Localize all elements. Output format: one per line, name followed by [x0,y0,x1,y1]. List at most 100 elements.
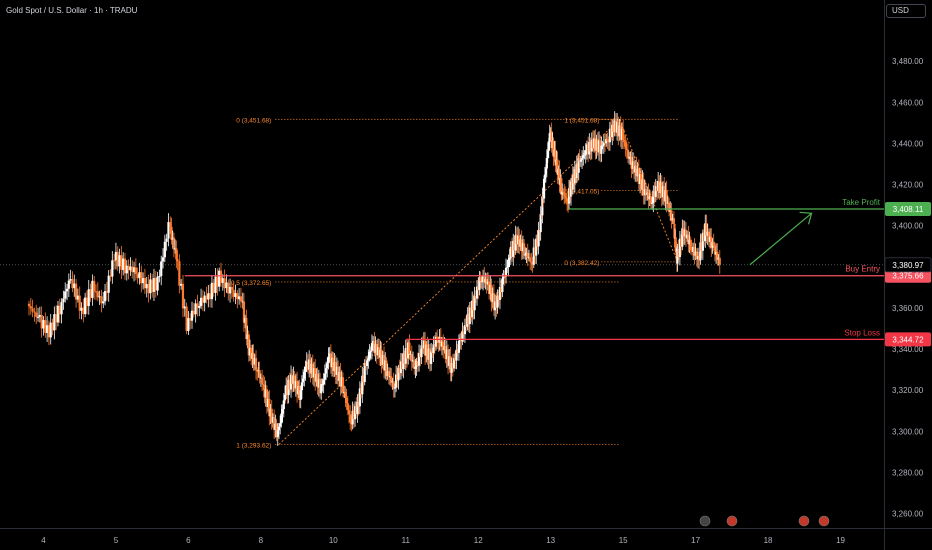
candle-body [359,388,363,395]
fib2-level-label: 0 (3,382.42) [564,260,599,267]
candle-body [140,272,143,284]
candle-body [657,181,660,192]
candle-body [450,363,453,373]
candle-body [404,348,407,364]
candle-body [687,234,690,245]
candle-body [326,363,329,369]
candle-body [29,306,32,309]
candle-body [187,318,190,331]
candle-body [362,375,365,383]
candle-body [368,351,371,359]
candle-body [369,350,372,352]
candle-body [396,374,399,381]
candle-body [654,186,657,197]
candle-body [462,331,465,335]
candle-body [376,347,380,356]
candle-body [42,320,45,329]
level-price-tag-0 [885,201,931,216]
candle-body [582,155,585,159]
candle-body [171,237,174,240]
candle-body [158,276,161,278]
candle-body [265,389,268,407]
candle-body [594,138,597,151]
candle-body [127,265,130,271]
candle-body [257,370,260,372]
candle-body [323,373,326,380]
candle-body [644,189,648,195]
candle-body [712,241,715,246]
candle-body [370,343,374,351]
candle-body [421,345,424,349]
x-tick-label: 12 [474,536,483,545]
candle-body [294,380,297,389]
x-tick-label: 13 [546,536,555,545]
candle-body [27,303,31,307]
candle-body [192,310,195,315]
candle-body [285,385,288,395]
candle-body [332,357,335,372]
candle-body [469,307,473,318]
candle-body [602,142,605,146]
y-tick-label: 3,440.00 [892,139,924,148]
candle-body [588,142,591,155]
candle-body [71,279,74,289]
candle-body [431,351,434,353]
candle-body [467,314,470,325]
candle-body [395,374,398,388]
candle-body [113,260,116,262]
candle-body [65,288,69,292]
candle-body [364,363,368,367]
candle-body [565,196,568,199]
candle-body [442,341,445,351]
candle-body [603,142,607,144]
candle-body [311,363,314,378]
candle-body [248,347,252,356]
candle-body [531,262,534,265]
candle-body [480,281,483,283]
candle-body [539,213,542,233]
currency-button[interactable]: USD [886,4,926,18]
candle-body [275,423,278,438]
candle-body [519,239,522,247]
candle-body [411,360,415,362]
candle-body [461,331,464,342]
candle-body [388,376,392,378]
candle-body [358,388,361,407]
candle-body [196,303,199,308]
candle-body [456,349,459,353]
candle-body [444,346,447,360]
candle-body [614,120,618,133]
candle-body [170,226,173,240]
level-name-1: Buy Entry [845,265,880,274]
candle-body [501,278,504,293]
candle-body [98,296,101,298]
candle-body [343,392,346,394]
candle-body [653,191,656,197]
candle-body [118,255,121,267]
candle-body [154,278,157,291]
candle-body [356,401,359,415]
candle-body [64,291,67,299]
candle-body [624,142,627,150]
candle-body [530,261,533,263]
candle-body [689,239,692,251]
candle-body [310,363,313,374]
candle-body [136,273,139,279]
candle-body [94,291,98,293]
candle-body [403,353,406,364]
candle-body [713,245,717,255]
candle-body [53,314,56,331]
candle-body [293,375,296,389]
candle-body [304,367,307,372]
candle-body [514,234,517,251]
candle-body [492,293,496,311]
candle-body [672,218,675,224]
candle-body [642,179,645,196]
candle-body [558,168,561,185]
candle-body [483,276,486,283]
candle-body [260,377,264,385]
candle-body [413,360,416,369]
candle-body [676,248,679,264]
candle-body [246,334,249,340]
